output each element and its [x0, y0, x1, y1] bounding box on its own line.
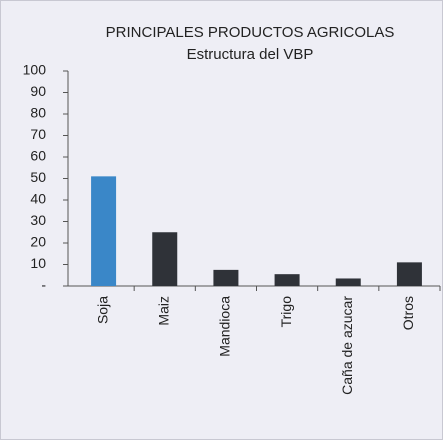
x-tick-label: Caña de azucar: [339, 296, 355, 395]
y-tick-label: 100: [23, 62, 47, 78]
x-tick-label: Otros: [400, 296, 416, 330]
bar: [274, 274, 300, 286]
bar: [91, 176, 117, 286]
x-tick-label: Soja: [94, 296, 110, 324]
y-tick-label: 50: [30, 169, 46, 185]
bar: [396, 262, 422, 286]
bar: [335, 278, 361, 286]
y-tick-label: 20: [30, 234, 46, 250]
y-tick-label: 40: [30, 191, 46, 207]
y-tick-label: 80: [30, 105, 46, 121]
bar: [152, 232, 178, 286]
x-tick-label: Mandioca: [217, 296, 233, 357]
bar: [213, 269, 239, 286]
y-tick-label: 70: [30, 126, 46, 142]
y-tick-label: 10: [30, 255, 46, 271]
chart-subtitle: Estructura del VBP: [187, 46, 314, 63]
y-tick-label: 90: [30, 83, 46, 99]
x-tick-label: Maiz: [155, 296, 171, 326]
y-tick-label: 30: [30, 212, 46, 228]
x-tick-label: Trigo: [278, 296, 294, 328]
chart-title: PRINCIPALES PRODUCTOS AGRICOLAS: [106, 24, 395, 41]
y-tick-label: 60: [30, 148, 46, 164]
y-tick-label: -: [41, 277, 46, 293]
